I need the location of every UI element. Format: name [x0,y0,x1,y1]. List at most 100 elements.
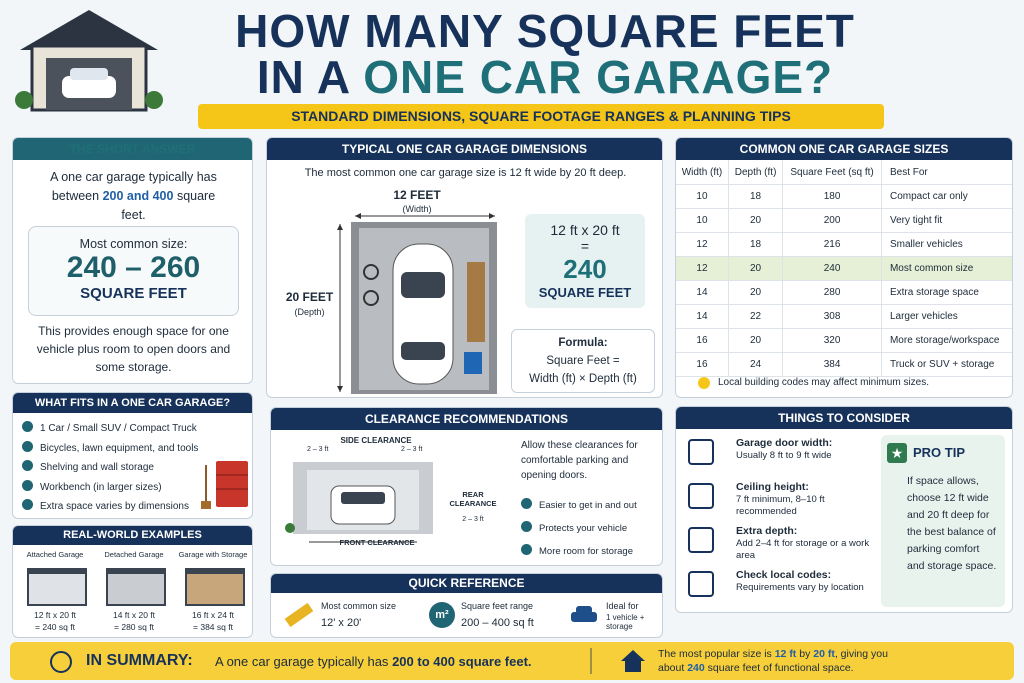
sizes-note: Local building codes may affect minimum … [718,377,930,388]
what-fits-panel: WHAT FITS IN A ONE CAR GARAGE? 1 Car / S… [12,392,253,519]
summary-label: IN SUMMARY: [86,652,193,669]
table-row: 16 20 320 More storage/workspace [676,328,1012,353]
equals: = [580,238,590,254]
shape [216,461,248,507]
title-part: IN A [256,51,350,103]
shape [489,213,495,219]
example-house [27,568,87,606]
common-unit: SQUARE FEET [80,285,187,302]
summary-segment: The most popular size is [658,648,775,660]
table-cell: Most common size [881,256,1012,281]
panel-title: TYPICAL ONE CAR GARAGE DIMENSIONS [267,138,662,160]
example-house [185,568,245,606]
highlight: 200 and 400 [102,189,174,203]
pro-tip-box: ★ PRO TIP If space allows, choose 12 ft … [881,435,1005,607]
ref-label: Most common size [321,601,397,611]
list-item: Shelving and wall storage [22,458,198,478]
consider-text: Add 2–4 ft for storage or a work area [736,538,870,561]
example-size: 12 ft x 20 ft [33,610,77,620]
common-value: 240 – 260 [66,251,201,284]
shape [145,91,163,109]
table-cell: 20 [728,280,784,305]
table-cell: 320 [782,328,882,353]
table-cell: 180 [782,184,882,209]
fits-list: 1 Car / Small SUV / Compact Truck Bicycle… [22,419,198,517]
list-item: Easier to get in and out [521,494,637,517]
rear-clearance: REAR CLEARANCE [449,490,497,508]
table-cell: 20 [728,208,784,233]
consider-icon [688,439,714,465]
column-header: Width (ft) [676,160,729,185]
clearance-list: Easier to get in and out Protects your ve… [521,494,637,563]
summary-detail: The most popular size is 12 ft by 20 ft,… [658,647,908,675]
shape [20,10,158,50]
ref-value: 200 – 400 sq ft [461,617,534,629]
panel-title: THINGS TO CONSIDER [676,407,1012,429]
item-text: Protects your vehicle [539,523,628,534]
table-cell: 200 [782,208,882,233]
width-sub: (Width) [402,204,432,214]
example-size: 14 ft x 20 ft [112,610,156,620]
shape [337,224,343,230]
shape [467,262,485,342]
home-icon [621,650,645,672]
title-highlight: ONE CAR GARAGE? [363,51,834,103]
check-icon [22,460,33,471]
table-cell: Very tight fit [881,208,1012,233]
table-cell: 10 [676,184,729,209]
clearance-intro: Allow these clearances for comfortable p… [521,440,638,481]
consider-title: Ceiling height: [736,481,809,493]
dimensions-panel: TYPICAL ONE CAR GARAGE DIMENSIONS The mo… [266,137,663,398]
shape [621,650,645,661]
column-header: Square Feet (sq ft) [782,160,882,185]
table-cell: 20 [728,256,784,281]
quick-ref-panel: QUICK REFERENCE m² Most common size 12' x… [270,573,663,638]
check-icon [22,499,33,510]
table-row: 14 22 308 Larger vehicles [676,304,1012,329]
shape [625,660,641,672]
panel-title: THE SHORT ANSWER [13,138,252,160]
example-label: Detached Garage [104,550,164,559]
clearance-diagram [285,462,433,543]
result: 240 [563,254,607,284]
panel-title: CLEARANCE RECOMMENDATIONS [271,408,662,430]
summary-segment: , giving you about [658,648,888,674]
column-header: Best For [881,160,1012,185]
ref-label: Ideal for [606,601,639,611]
table-cell: 16 [676,328,729,353]
table-cell: 22 [728,304,784,329]
table-cell: 18 [728,232,784,257]
table-cell: 24 [728,352,784,377]
table-cell: 16 [676,352,729,377]
table-row: 10 18 180 Compact car only [676,184,1012,209]
short-answer-text: A one car garage typically has between 2… [41,168,226,225]
table-cell: 384 [782,352,882,377]
table-cell: Larger vehicles [881,304,1012,329]
check-icon [521,544,532,555]
example-label: Garage with Storage [178,550,248,559]
shape [284,602,313,628]
column-header: Depth (ft) [728,160,784,185]
table-row: 10 20 200 Very tight fit [676,208,1012,233]
garage-diagram [337,213,497,394]
text: A one car garage typically has between [50,170,217,203]
formula-title: Formula: [558,337,608,349]
garage-house-icon [15,10,163,112]
item-text: 1 Car / Small SUV / Compact Truck [40,423,197,434]
clearance-panel: CLEARANCE RECOMMENDATIONS SIDE CLEARANCE… [270,407,663,566]
shape [355,213,361,219]
summary-bar: IN SUMMARY: A one car garage typically h… [10,642,1014,680]
common-label: Most common size: [79,237,188,251]
summary-highlight: 200 to 400 square feet. [392,654,532,669]
shape [464,352,482,374]
table-body: 10 18 180 Compact car only 10 20 200 Very tight… [676,184,1012,377]
item-text: Workbench (in larger sizes) [40,481,162,493]
side-range: 2 – 3 ft [401,446,423,453]
width-label: 12 FEET [393,188,441,202]
pro-tip-text: If space allows, choose 12 ft wide and 2… [907,475,997,572]
item-text: Extra space varies by dimensions [40,501,189,512]
table-cell: 308 [782,304,882,329]
shape [337,386,343,392]
list-item: Bicycles, lawn equipment, and tools [22,439,198,459]
